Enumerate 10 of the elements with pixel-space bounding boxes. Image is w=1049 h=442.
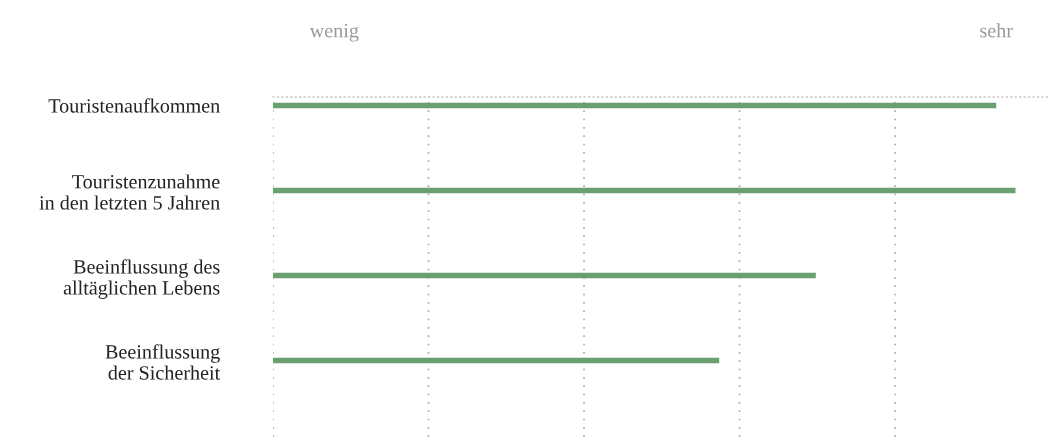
bar xyxy=(273,357,720,364)
y-tick-label: Beeinflussung der Sicherheit xyxy=(105,344,221,380)
bar xyxy=(273,187,1016,194)
y-tick-label: Beeinflussung des alltäglichen Lebens xyxy=(63,259,220,299)
text: wenig xyxy=(309,23,359,42)
y-tick-label: Touristenaufkommen xyxy=(48,98,220,113)
bar xyxy=(273,102,997,109)
bar xyxy=(273,272,816,279)
y-tick-label: Touristenzunahme in den letzten 5 Jahren xyxy=(39,174,220,210)
text: sehr xyxy=(980,23,1013,38)
